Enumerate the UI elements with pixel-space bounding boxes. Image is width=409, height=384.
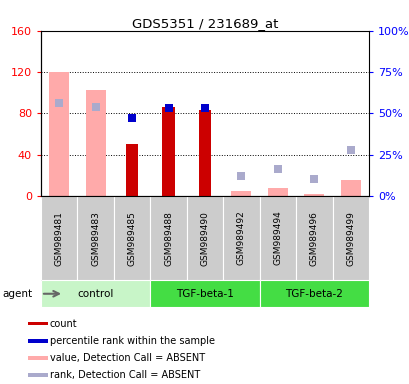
Bar [198,110,211,196]
Bar [41,196,77,280]
Bar [77,196,114,280]
Bar [259,280,368,307]
Bar [340,180,360,196]
Text: TGF-beta-2: TGF-beta-2 [285,289,342,299]
Text: count: count [49,318,77,329]
Text: value, Detection Call = ABSENT: value, Detection Call = ABSENT [49,353,204,363]
Bar [231,191,251,196]
Bar [49,72,69,196]
Text: control: control [77,289,114,299]
Bar [28,374,48,377]
Bar [28,339,48,343]
Text: GSM989494: GSM989494 [273,211,282,265]
Text: GSM989488: GSM989488 [164,211,173,265]
Text: GSM989492: GSM989492 [236,211,245,265]
Text: GSM989483: GSM989483 [91,211,100,265]
Bar [222,196,259,280]
Bar [41,280,150,307]
Bar [332,196,368,280]
Bar [126,144,138,196]
Bar [150,280,259,307]
Text: GSM989481: GSM989481 [54,211,63,265]
Bar [295,196,332,280]
Bar [85,89,106,196]
Bar [150,196,187,280]
Text: GSM989496: GSM989496 [309,211,318,265]
Bar [162,107,175,196]
Text: GSM989485: GSM989485 [127,211,136,265]
Bar [187,196,222,280]
Bar [114,196,150,280]
Text: percentile rank within the sample: percentile rank within the sample [49,336,214,346]
Text: TGF-beta-1: TGF-beta-1 [175,289,234,299]
Bar [303,194,324,196]
Text: agent: agent [2,289,32,299]
Text: GSM989490: GSM989490 [200,211,209,265]
Bar [267,187,287,196]
Bar [28,322,48,325]
Bar [28,356,48,360]
Title: GDS5351 / 231689_at: GDS5351 / 231689_at [131,17,278,30]
Bar [259,196,295,280]
Text: GSM989499: GSM989499 [346,211,355,265]
Text: rank, Detection Call = ABSENT: rank, Detection Call = ABSENT [49,370,200,381]
